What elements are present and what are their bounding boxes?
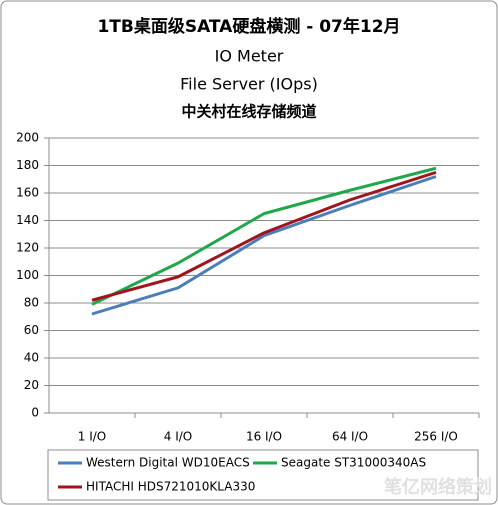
chart-subtitle: File Server (IOps): [180, 75, 318, 94]
y-tick-label: 200: [16, 131, 39, 145]
y-tick-label: 140: [16, 213, 39, 227]
y-tick-label: 100: [16, 268, 39, 282]
y-tick-label: 20: [24, 378, 39, 392]
series-line: [91, 175, 437, 316]
legend-label: Seagate ST31000340AS: [281, 456, 426, 470]
y-tick-label: 80: [24, 296, 39, 310]
x-tick-label: 16 I/O: [246, 430, 282, 444]
chart-subtitle: IO Meter: [215, 47, 284, 66]
x-tick-label: 256 I/O: [414, 430, 458, 444]
y-tick-label: 120: [16, 241, 39, 255]
series-line: [91, 170, 437, 302]
chart-title: 1TB桌面级SATA硬盘横测 - 07年12月: [97, 16, 400, 37]
series-line: [91, 166, 437, 306]
x-tick-label: 1 I/O: [78, 430, 106, 444]
y-tick-label: 40: [24, 351, 39, 365]
y-tick-label: 60: [24, 323, 39, 337]
watermark: 笔亿网络策划: [384, 476, 492, 498]
chart-source: 中关村在线存储频道: [181, 103, 316, 121]
legend-label: Western Digital WD10EACS: [86, 456, 250, 470]
x-tick-label: 4 I/O: [164, 430, 192, 444]
legend-box: [47, 449, 479, 501]
legend-label: HITACHI HDS721010KLA330: [86, 480, 255, 494]
y-tick-label: 0: [31, 406, 39, 420]
x-tick-label: 64 I/O: [332, 430, 368, 444]
y-tick-label: 180: [16, 158, 39, 172]
y-tick-label: 160: [16, 186, 39, 200]
